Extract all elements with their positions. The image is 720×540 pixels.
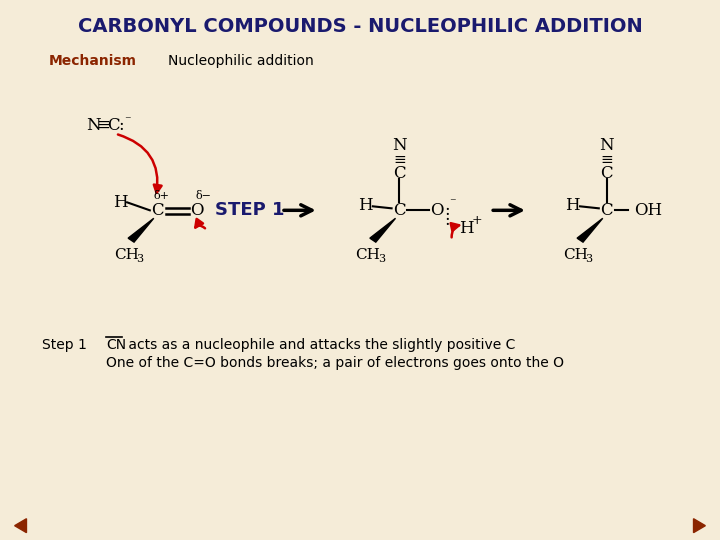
Text: H: H <box>565 197 580 214</box>
Text: :: : <box>118 117 124 134</box>
Text: CH: CH <box>114 248 138 262</box>
Text: Nucleophilic addition: Nucleophilic addition <box>168 54 313 68</box>
Text: CH: CH <box>562 248 588 262</box>
Text: C: C <box>107 117 120 134</box>
Text: C: C <box>393 202 406 219</box>
Polygon shape <box>577 218 603 242</box>
Text: N: N <box>392 137 407 154</box>
Polygon shape <box>693 519 706 532</box>
Text: O: O <box>190 202 204 219</box>
Text: 3: 3 <box>585 254 593 264</box>
Text: ≡: ≡ <box>393 153 406 166</box>
Text: OH: OH <box>634 202 662 219</box>
Text: Mechanism: Mechanism <box>49 54 138 68</box>
Text: ≡: ≡ <box>96 117 110 134</box>
Text: δ+: δ+ <box>153 191 170 201</box>
Text: C: C <box>151 202 164 219</box>
Text: +: + <box>471 214 482 227</box>
Text: ⁻: ⁻ <box>449 196 456 209</box>
FancyArrowPatch shape <box>118 134 161 193</box>
Text: :: : <box>444 202 450 219</box>
Text: C: C <box>393 165 406 182</box>
Text: N: N <box>599 137 614 154</box>
Text: δ−: δ− <box>195 191 211 201</box>
Text: H: H <box>113 194 127 211</box>
Text: :: : <box>444 212 450 229</box>
Text: 3: 3 <box>136 254 143 264</box>
Text: C: C <box>600 165 613 182</box>
Text: H: H <box>459 220 474 237</box>
Text: C: C <box>600 202 613 219</box>
Text: CH: CH <box>356 248 380 262</box>
Text: ≡: ≡ <box>600 153 613 166</box>
Polygon shape <box>128 218 154 242</box>
FancyArrowPatch shape <box>451 223 459 238</box>
Text: CN: CN <box>107 338 127 352</box>
Polygon shape <box>370 218 395 242</box>
Text: O: O <box>431 202 444 219</box>
Text: One of the C=O bonds breaks; a pair of electrons goes onto the O: One of the C=O bonds breaks; a pair of e… <box>107 355 564 369</box>
Text: N: N <box>86 117 101 134</box>
Text: 3: 3 <box>378 254 385 264</box>
Text: CARBONYL COMPOUNDS - NUCLEOPHILIC ADDITION: CARBONYL COMPOUNDS - NUCLEOPHILIC ADDITI… <box>78 17 642 36</box>
FancyArrowPatch shape <box>195 219 205 228</box>
Text: acts as a nucleophile and attacks the slightly positive C: acts as a nucleophile and attacks the sl… <box>124 338 516 352</box>
Text: STEP 1: STEP 1 <box>215 201 284 219</box>
Text: ⁻: ⁻ <box>124 114 130 127</box>
Text: Step 1: Step 1 <box>42 338 87 352</box>
Polygon shape <box>14 519 27 532</box>
Text: H: H <box>358 197 372 214</box>
